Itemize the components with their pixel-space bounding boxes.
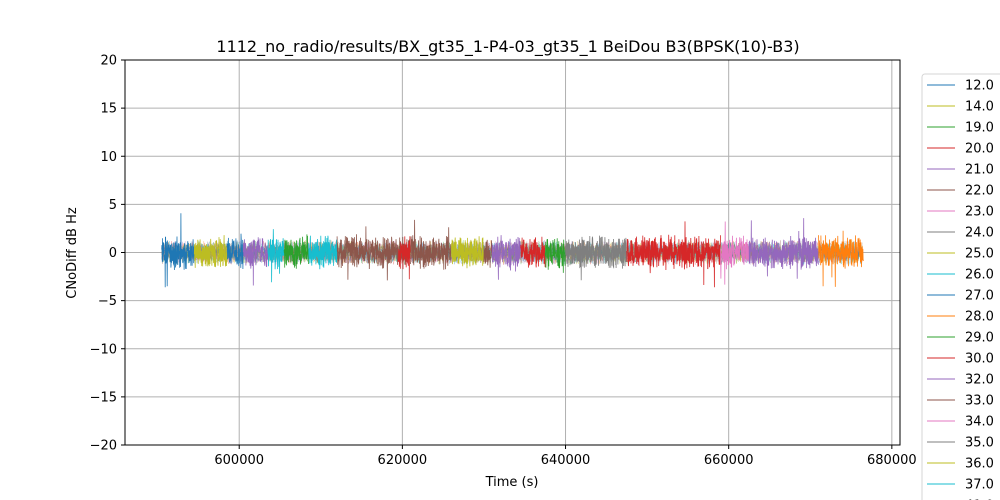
legend-label: 26.0 — [965, 268, 994, 283]
x-tick-label: 680000 — [867, 453, 917, 468]
legend-item: 23.0 — [927, 205, 994, 220]
series-segment-22-0 — [336, 226, 379, 280]
x-tick-label: 600000 — [214, 453, 264, 468]
legend-label: 41.0 — [965, 499, 994, 500]
series-segment-14-0 — [193, 235, 228, 268]
legend-item: 27.0 — [927, 289, 994, 304]
x-axis: 600000 620000 640000 660000 680000 — [214, 445, 917, 468]
series-segment-12-0 — [226, 233, 244, 270]
legend-item: 24.0 — [927, 226, 994, 241]
series-segment-33-0 — [410, 219, 452, 270]
legend-item: 37.0 — [927, 478, 994, 493]
series-segment-34-0 — [720, 221, 750, 285]
x-tick-label: 640000 — [541, 453, 591, 468]
series-segment-20-0 — [397, 236, 411, 280]
legend-item: 34.0 — [927, 415, 994, 430]
series-segment-30-0 — [626, 234, 677, 274]
legend-label: 25.0 — [965, 247, 994, 262]
series-segment-12-0 — [161, 213, 195, 288]
legend-item: 12.0 — [927, 79, 994, 94]
legend-label: 20.0 — [965, 142, 994, 157]
series-segment-19-0 — [283, 234, 309, 269]
legend-item: 21.0 — [927, 163, 994, 178]
legend-label: 21.0 — [965, 163, 994, 178]
legend-label: 29.0 — [965, 331, 994, 346]
series-segment-22-0 — [377, 236, 411, 281]
series-segment-29-0 — [544, 238, 566, 273]
legend-item: 25.0 — [927, 247, 994, 262]
y-tick-label: −10 — [90, 342, 117, 357]
legend-label: 12.0 — [965, 79, 994, 94]
y-axis: −20 −15 −10 −5 0 5 10 15 20 — [90, 54, 125, 454]
legend-label: 33.0 — [965, 394, 994, 409]
y-tick-label: −15 — [90, 390, 117, 405]
y-tick-label: 15 — [100, 102, 117, 117]
legend-label: 37.0 — [965, 478, 994, 493]
series-segment-26-0 — [267, 229, 285, 283]
legend-item: 36.0 — [927, 457, 994, 472]
legend-label: 30.0 — [965, 352, 994, 367]
legend-label: 27.0 — [965, 289, 994, 304]
legend-label: 14.0 — [965, 100, 994, 115]
legend-item: 19.0 — [927, 121, 994, 136]
series-segment-25-0 — [450, 236, 485, 269]
legend-item: 29.0 — [927, 331, 994, 346]
legend-item: 26.0 — [927, 268, 994, 283]
legend-item: 33.0 — [927, 394, 994, 409]
legend-item: 35.0 — [927, 436, 994, 451]
series-segment-21-0 — [242, 237, 269, 286]
series-segment-26-0 — [308, 235, 338, 270]
series-segment-33-0 — [483, 239, 493, 268]
series-segment-35-0 — [565, 235, 628, 281]
legend-item: 41.0 — [965, 499, 994, 500]
y-tick-label: −20 — [90, 439, 117, 454]
series-segment-32-0 — [491, 235, 522, 280]
legend-item: 28.0 — [927, 310, 994, 325]
y-tick-label: 10 — [100, 150, 117, 165]
y-tick-label: 0 — [109, 246, 117, 261]
series-layer — [161, 213, 864, 288]
legend-box — [921, 73, 1000, 500]
x-tick-label: 620000 — [378, 453, 428, 468]
x-axis-label: Time (s) — [485, 475, 539, 490]
series-segment-32-0 — [748, 218, 819, 279]
legend: 12.0 14.0 19.0 20.0 21.0 22.0 23.0 24.0 25.0 26.0… — [921, 73, 1000, 500]
chart-title: 1112_no_radio/results/BX_gt35_1-P4-03_gt… — [216, 37, 799, 57]
legend-label: 24.0 — [965, 226, 994, 241]
legend-item: 32.0 — [927, 373, 994, 388]
legend-item: 20.0 — [927, 142, 994, 157]
y-tick-label: 20 — [100, 54, 117, 69]
x-tick-label: 660000 — [704, 453, 754, 468]
legend-label: 32.0 — [965, 373, 994, 388]
legend-item: 30.0 — [927, 352, 994, 367]
y-tick-label: 5 — [109, 198, 117, 213]
legend-label: 35.0 — [965, 436, 994, 451]
legend-label: 19.0 — [965, 121, 994, 136]
legend-item: 14.0 — [927, 100, 994, 115]
y-axis-label: CNoDiff dB Hz — [65, 207, 80, 299]
legend-label: 22.0 — [965, 184, 994, 199]
series-segment-30-0 — [675, 221, 721, 288]
legend-label: 34.0 — [965, 415, 994, 430]
legend-label: 23.0 — [965, 205, 994, 220]
series-segment-28-0 — [818, 230, 864, 287]
legend-item: 22.0 — [927, 184, 994, 199]
legend-label: 28.0 — [965, 310, 994, 325]
y-tick-label: −5 — [98, 294, 117, 309]
series-segment-30-0 — [520, 236, 546, 268]
legend-label: 36.0 — [965, 457, 994, 472]
